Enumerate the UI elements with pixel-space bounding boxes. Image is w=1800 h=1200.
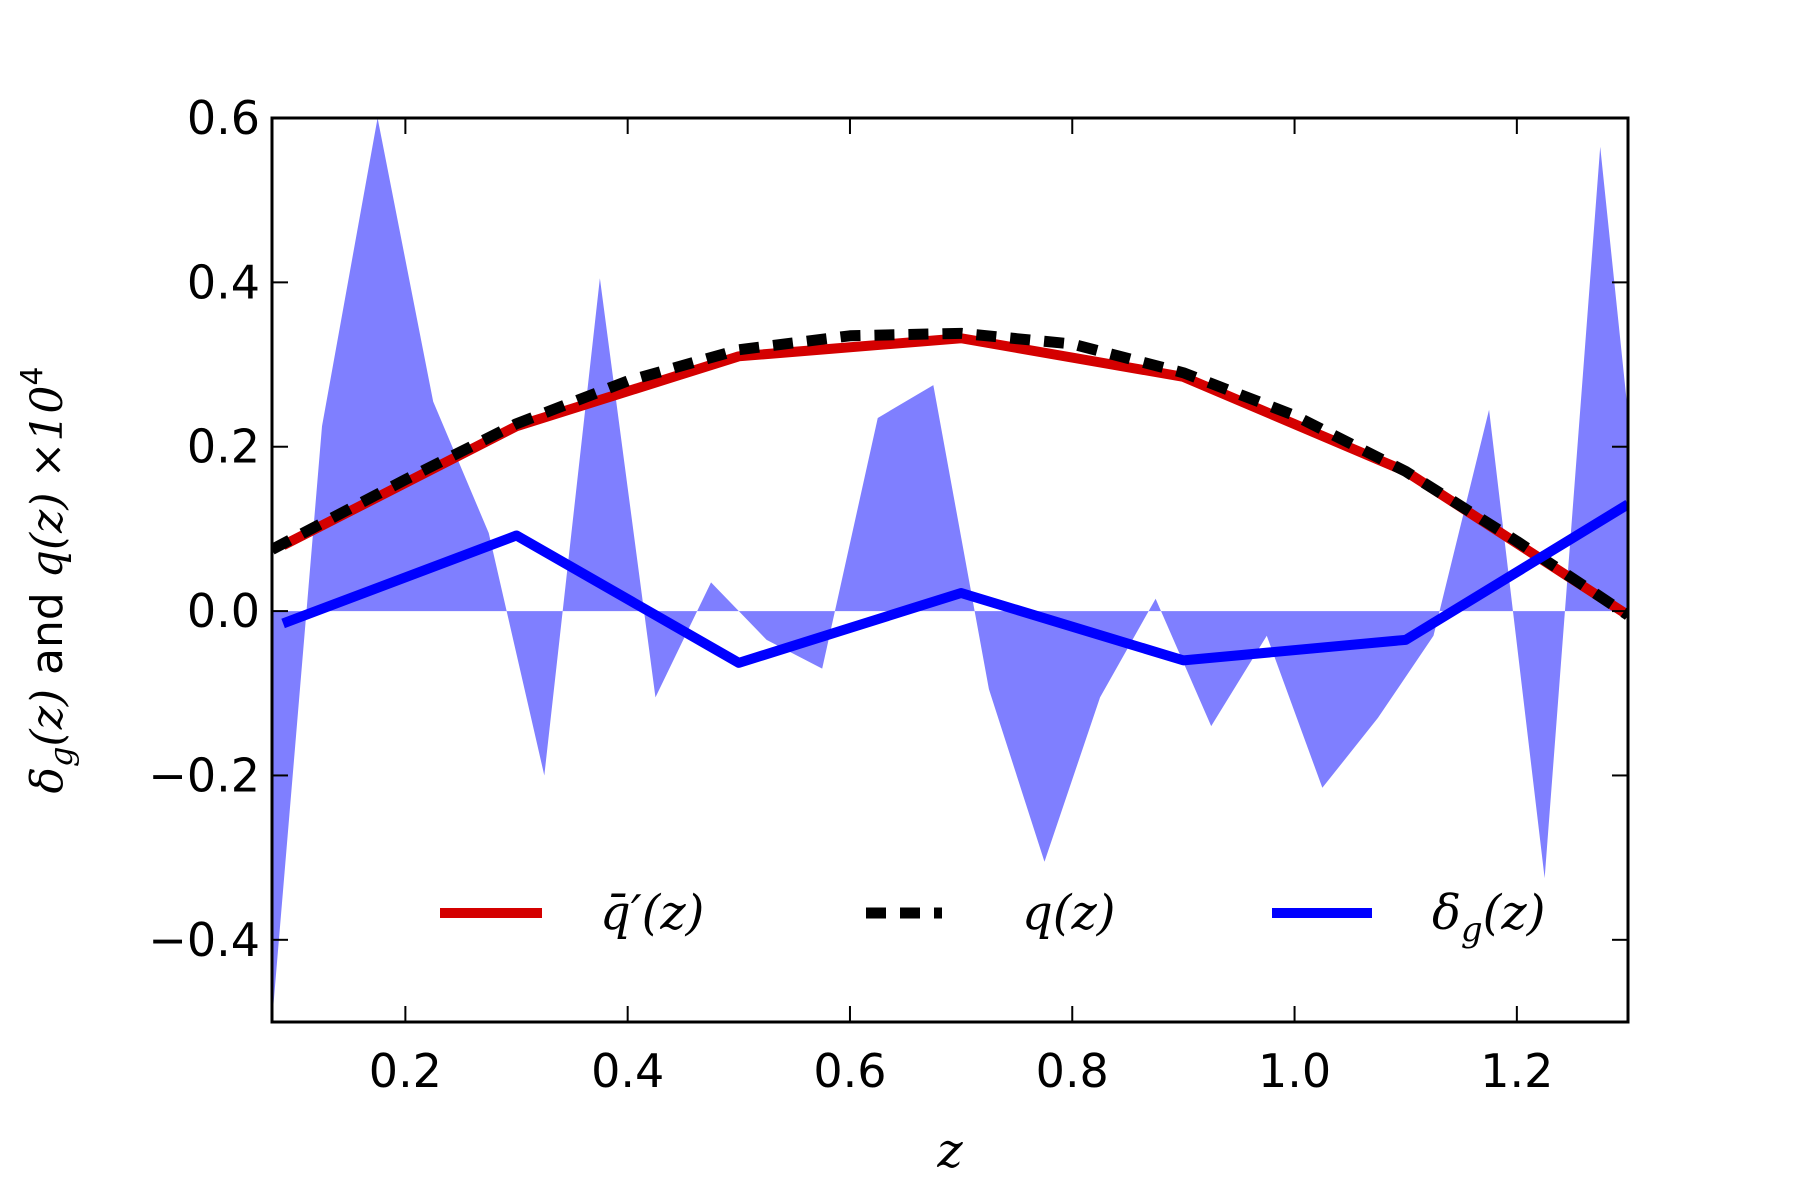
legend-label-0: q̄′(z) (600, 885, 704, 941)
y-axis-label-q: q(z) ×10 (22, 386, 73, 579)
x-tick-label: 0.2 (369, 1044, 442, 1098)
series-line-2 (281, 499, 1628, 668)
y-tick-label: 0.0 (187, 584, 260, 638)
ticks-layer: 0.2 0.4 0.6 0.8 1.0 1.2 0.6 0.4 0.2 0.0 −0.2 −0.4 (148, 91, 1628, 1098)
legend-label-1: q(z) (1022, 885, 1115, 941)
series-layer (272, 327, 1628, 668)
y-axis-label-delta-arg: (z) (22, 689, 73, 747)
y-tick-label: 0.2 (187, 420, 260, 474)
y-axis-label: δg(z) and q(z) ×104 (15, 367, 80, 794)
x-tick-label: 0.8 (1036, 1044, 1109, 1098)
y-axis-label-and: and (22, 578, 73, 689)
y-axis-label-delta: δ (22, 767, 73, 794)
y-tick-label: 0.4 (187, 255, 260, 309)
y-tick-label: −0.2 (148, 748, 260, 802)
legend: q̄′(z) q(z) δg(z) (440, 885, 1545, 950)
y-axis-label-exp: 4 (15, 367, 50, 386)
series-line-1 (272, 327, 1628, 620)
legend-label-2: δg(z) (1432, 885, 1545, 950)
y-tick-label: −0.4 (148, 913, 260, 967)
x-tick-label: 0.4 (591, 1044, 664, 1098)
x-tick-label: 0.6 (813, 1044, 886, 1098)
x-tick-label: 1.0 (1258, 1044, 1331, 1098)
x-tick-label: 1.2 (1480, 1044, 1553, 1098)
fill-area (272, 118, 1628, 1022)
y-axis-label-delta-sub: g (42, 746, 80, 766)
fill-area-layer (272, 118, 1628, 1022)
plot-frame (270, 116, 1630, 1024)
y-tick-label: 0.6 (187, 91, 260, 145)
x-axis-label: z (936, 1123, 963, 1179)
